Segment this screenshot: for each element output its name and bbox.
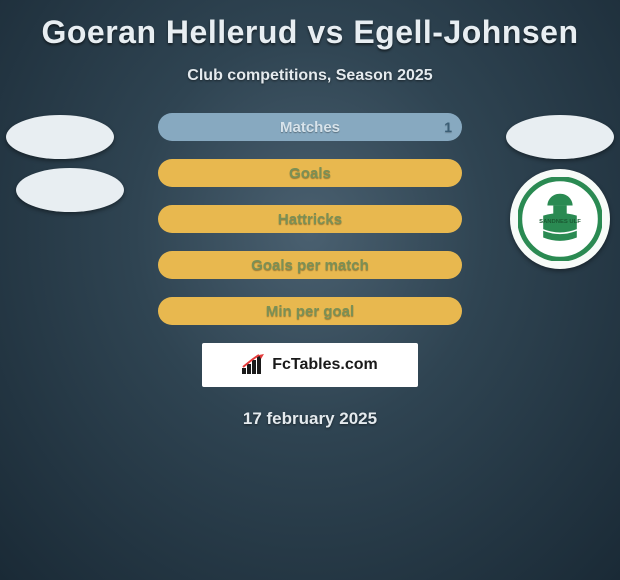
- stat-row-mpg: Min per goal: [158, 297, 462, 325]
- stat-label: Goals per match: [251, 257, 369, 274]
- stat-row-gpm: Goals per match: [158, 251, 462, 279]
- branding-text: FcTables.com: [272, 356, 378, 374]
- page-subtitle: Club competitions, Season 2025: [8, 67, 612, 85]
- stat-label: Min per goal: [266, 303, 354, 320]
- stat-label: Goals: [289, 165, 331, 182]
- stat-row-hattricks: Hattricks: [158, 205, 462, 233]
- stat-label: Hattricks: [278, 211, 342, 228]
- stat-label: Matches: [280, 119, 340, 136]
- date-text: 17 february 2025: [8, 409, 612, 429]
- stat-value-right: 1: [444, 119, 452, 135]
- stats-bars: Matches 1 Goals Hattricks Goals per matc…: [8, 113, 612, 325]
- bars-icon: [242, 354, 268, 376]
- stat-row-goals: Goals: [158, 159, 462, 187]
- branding-banner: FcTables.com: [202, 343, 418, 387]
- stat-row-matches: Matches 1: [158, 113, 462, 141]
- page-title: Goeran Hellerud vs Egell-Johnsen: [8, 14, 612, 51]
